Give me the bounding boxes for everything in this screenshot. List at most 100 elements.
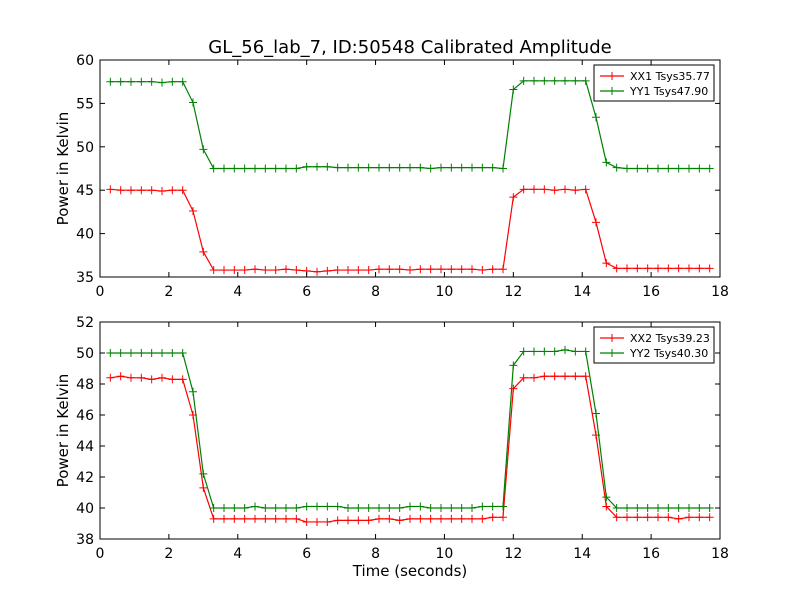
legend-label-p2: YY2 Tsys40.30 xyxy=(629,347,708,360)
data-point-p2 xyxy=(333,516,342,525)
x-tick-label-p2: 0 xyxy=(96,546,105,562)
series-line-p2-2 xyxy=(110,349,710,509)
data-point-p2 xyxy=(313,502,321,511)
plot-frame-1 xyxy=(99,59,721,278)
data-point-p2 xyxy=(406,502,414,511)
data-point-p1 xyxy=(612,264,621,273)
data-point-p2 xyxy=(385,514,394,523)
data-point-p1 xyxy=(147,77,156,86)
data-point-p1 xyxy=(189,98,197,107)
data-point-p1 xyxy=(313,162,321,171)
data-point-p2 xyxy=(251,514,259,523)
data-point-p2 xyxy=(282,504,290,512)
data-point-p1 xyxy=(509,193,518,202)
data-point-p2 xyxy=(643,504,652,512)
data-point-p2 xyxy=(416,514,425,523)
y-tick-label-p2: 48 xyxy=(76,377,94,393)
x-tick-label-p2: 4 xyxy=(233,546,242,562)
data-point-p1 xyxy=(364,163,373,172)
data-point-p2 xyxy=(240,504,249,512)
x-tick-label-p2: 10 xyxy=(436,546,454,562)
data-point-p2 xyxy=(437,514,445,523)
data-point-p1 xyxy=(592,113,600,122)
data-point-p1 xyxy=(344,266,352,275)
data-point-p1 xyxy=(488,163,497,172)
y-tick-label-p1: 55 xyxy=(76,96,94,112)
data-point-p2 xyxy=(364,516,373,525)
x-tick-label-p2: 18 xyxy=(711,546,729,562)
data-point-p1 xyxy=(478,266,487,275)
plot-frame-2 xyxy=(99,321,721,540)
data-point-p2 xyxy=(189,387,197,396)
data-point-p2 xyxy=(137,373,146,382)
data-point-p2 xyxy=(457,514,466,523)
data-point-p1 xyxy=(199,247,208,256)
data-point-p1 xyxy=(426,164,435,173)
data-point-p1 xyxy=(499,265,507,274)
data-point-p2 xyxy=(220,504,228,512)
data-point-p1 xyxy=(220,164,228,173)
data-point-p1 xyxy=(643,164,652,173)
data-point-p2 xyxy=(333,502,342,511)
data-point-p1 xyxy=(292,266,301,275)
data-point-p2 xyxy=(478,514,487,523)
data-point-p1 xyxy=(323,162,332,171)
data-point-p2 xyxy=(240,514,249,523)
data-point-p2 xyxy=(323,517,332,526)
data-point-p2 xyxy=(178,349,187,357)
data-point-p2 xyxy=(261,504,270,512)
data-point-p2 xyxy=(127,349,135,357)
data-point-p2 xyxy=(302,517,311,526)
data-point-p1 xyxy=(116,77,125,86)
data-point-p1 xyxy=(251,164,259,173)
data-point-p2 xyxy=(354,504,363,512)
x-tick-label-p1: 8 xyxy=(371,284,380,300)
data-point-p2 xyxy=(571,347,580,356)
y-tick-label-p2: 52 xyxy=(76,315,94,331)
data-point-p2 xyxy=(705,513,714,522)
data-point-p1 xyxy=(612,163,621,172)
data-point-p1 xyxy=(561,185,569,194)
data-point-p1 xyxy=(147,186,156,195)
data-point-p2 xyxy=(230,514,239,523)
data-point-p2 xyxy=(530,347,538,356)
x-axis-label: Time (seconds) xyxy=(352,562,468,580)
data-point-p1 xyxy=(127,77,135,86)
data-point-p1 xyxy=(199,145,208,154)
data-point-p1 xyxy=(158,187,166,196)
y-axis-label-p1: Power in Kelvin xyxy=(54,112,72,226)
data-point-p2 xyxy=(302,502,311,511)
data-point-p2 xyxy=(540,347,549,356)
data-point-p2 xyxy=(695,504,704,512)
data-point-p2 xyxy=(220,514,228,523)
data-point-p2 xyxy=(106,373,115,382)
data-point-p2 xyxy=(344,504,352,512)
data-point-p1 xyxy=(623,164,631,173)
data-point-p1 xyxy=(251,265,259,274)
x-tick-label-p1: 0 xyxy=(96,284,105,300)
data-point-p2 xyxy=(426,514,435,523)
x-tick-label-p1: 6 xyxy=(302,284,311,300)
data-point-p2 xyxy=(664,513,673,522)
data-point-p2 xyxy=(344,516,352,525)
data-point-p2 xyxy=(147,375,156,384)
data-point-p2 xyxy=(313,517,321,526)
data-point-p1 xyxy=(416,265,425,274)
x-tick-label-p1: 2 xyxy=(164,284,173,300)
data-point-p2 xyxy=(674,504,683,512)
data-point-p1 xyxy=(127,186,135,195)
data-point-p2 xyxy=(571,372,580,381)
data-point-p2 xyxy=(633,504,642,512)
data-point-p1 xyxy=(116,186,125,195)
data-point-p1 xyxy=(571,76,580,85)
data-point-p2 xyxy=(323,502,332,511)
y-tick-label-p2: 46 xyxy=(76,408,94,424)
data-point-p2 xyxy=(106,349,115,357)
data-point-p1 xyxy=(540,76,549,85)
y-tick-label-p2: 42 xyxy=(76,470,94,486)
data-point-p1 xyxy=(416,163,425,172)
data-point-p2 xyxy=(199,469,208,478)
data-point-p2 xyxy=(499,502,507,511)
data-point-p2 xyxy=(158,349,166,357)
